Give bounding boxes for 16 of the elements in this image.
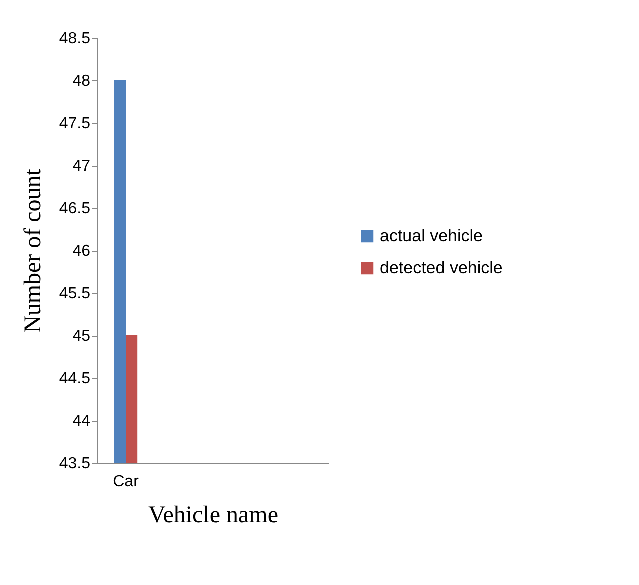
- y-tick-label: 45: [72, 328, 91, 345]
- x-tick-label: Car: [113, 474, 140, 490]
- y-tick-label: 47: [72, 158, 91, 175]
- y-tick-label: 44: [72, 413, 91, 430]
- y-tick-label: 48: [72, 73, 91, 90]
- y-tick-label: 46: [72, 243, 91, 260]
- y-tick-label: 48.5: [59, 30, 91, 48]
- y-tick-label: 46.5: [59, 200, 91, 218]
- y-tick-label: 47.5: [59, 116, 91, 132]
- legend-label: actual vehicle: [380, 226, 484, 246]
- y-tick-label: 45.5: [59, 286, 91, 302]
- x-axis-title: Vehicle name: [148, 502, 278, 528]
- y-tick-label: 43.5: [59, 456, 91, 472]
- y-tick-label: 44.5: [59, 370, 91, 388]
- y-axis-title: Number of count: [20, 168, 46, 333]
- legend-label: detected vehicle: [380, 258, 503, 278]
